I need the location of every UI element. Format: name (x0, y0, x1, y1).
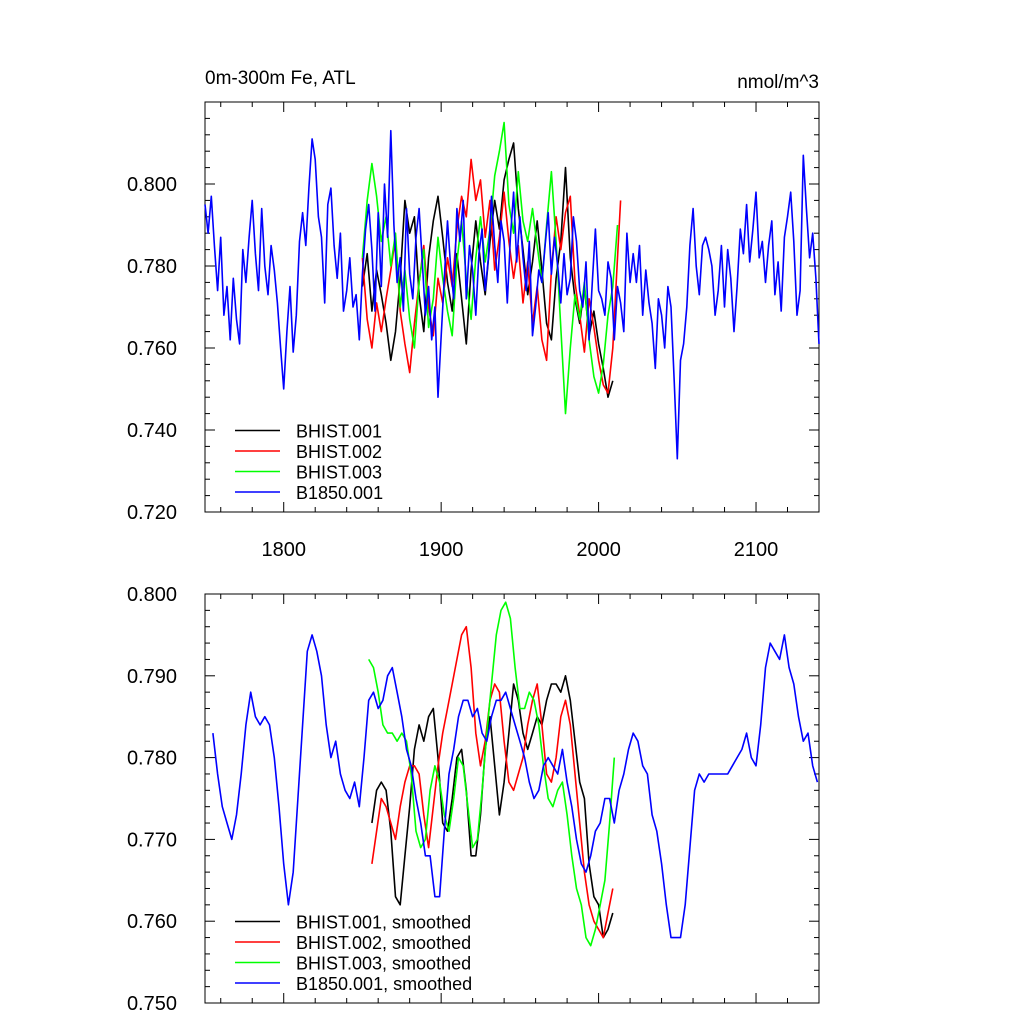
chart-units: nmol/m^3 (737, 72, 819, 93)
legend-label: BHIST.003 (296, 463, 382, 483)
legend-label: BHIST.001, smoothed (296, 913, 471, 933)
chart-title: 0m-300m Fe, ATL (205, 68, 356, 89)
y-tick-label: 0.750 (127, 993, 177, 1015)
y-tick-label: 0.740 (127, 420, 177, 442)
legend-label: BHIST.003, smoothed (296, 954, 471, 974)
y-tick-label: 0.800 (127, 174, 177, 196)
plot-frame (204, 101, 820, 513)
chart-panel-2: 0.750 0.760 0.770 0.780 0.790 0.800 BHIST.001,… (127, 584, 820, 1015)
legend-label: BHIST.002, smoothed (296, 933, 471, 953)
chart-panel-1: 0.720 0.740 0.760 0.780 0.800 1800 1900 2000 210… (127, 68, 820, 561)
legend-label: B1850.001 (296, 483, 383, 503)
legend-label: BHIST.002 (296, 442, 382, 462)
y-tick-label: 0.790 (127, 666, 177, 688)
x-tick-label: 2000 (576, 539, 621, 561)
y-tick-label: 0.780 (127, 748, 177, 770)
series-line-bhist-002 (361, 158, 622, 394)
x-tick-label: 1900 (419, 539, 464, 561)
y-tick-label: 0.780 (127, 256, 177, 278)
y-tick-label: 0.770 (127, 829, 177, 851)
series-line-bhist-002 (371, 625, 614, 939)
y-tick-label: 0.720 (127, 502, 177, 524)
y-tick-label: 0.760 (127, 338, 177, 360)
x-tick-label: 2100 (734, 539, 779, 561)
legend-label: BHIST.001 (296, 422, 382, 442)
legend-label: B1850.001, smoothed (296, 974, 472, 994)
series-line-b1850-001 (212, 634, 819, 939)
series-line-bhist-003 (368, 601, 616, 947)
series-line-b1850-001 (204, 129, 820, 460)
y-tick-label: 0.760 (127, 911, 177, 933)
y-tick-label: 0.800 (127, 584, 177, 606)
x-tick-label: 1800 (261, 539, 306, 561)
plot-frame (204, 593, 820, 1004)
